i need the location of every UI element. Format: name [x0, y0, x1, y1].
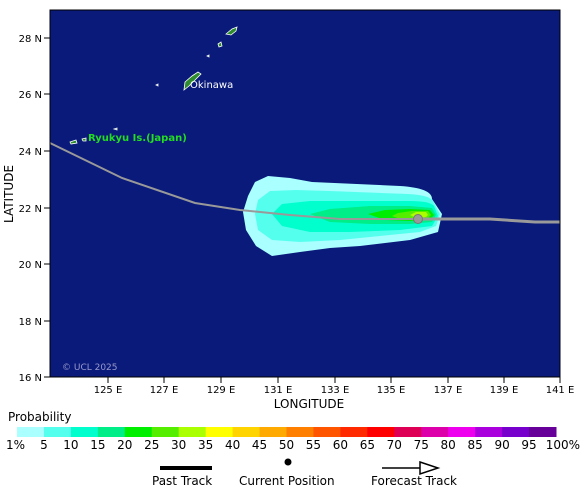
x-tick-label: 137 E [434, 385, 463, 396]
island-kumejima [155, 83, 159, 87]
x-tick-label: 129 E [207, 385, 236, 396]
probability-color-bar [17, 427, 557, 437]
color-bar-segment [124, 427, 153, 437]
x-tick-label: 131 E [264, 385, 293, 396]
forecast-track-symbol [382, 460, 441, 476]
x-tick-label: 133 E [321, 385, 350, 396]
okinawa-label: Okinawa [190, 80, 233, 91]
y-tick-label: 16 N [19, 373, 42, 384]
color-bar-label: 1% [6, 438, 25, 452]
color-bar-label: 45 [252, 438, 267, 452]
ryukyu-label: Ryukyu Is.(Japan) [88, 133, 187, 144]
color-bar-label: 85 [468, 438, 483, 452]
color-bar-label: 50 [279, 438, 294, 452]
x-tick-label: 141 E [546, 385, 575, 396]
color-bar-label: 5 [40, 438, 48, 452]
y-tick-label: 28 N [19, 34, 42, 45]
map-frame [49, 9, 561, 378]
color-bar-label: 100% [546, 438, 580, 452]
color-bar-segment [205, 427, 234, 437]
island-iriomote [69, 139, 78, 145]
legend-title: Probability [8, 410, 72, 424]
color-bar-label: 70 [387, 438, 402, 452]
color-bar-segment [70, 427, 99, 437]
island-okinoerabu [206, 54, 210, 58]
current-position-symbol [284, 458, 292, 466]
probability-color-bar-labels: 1% 5 10 15 20 25 30 35 40 45 50 55 60 65 70 75 80 85 90 95 1… [6, 438, 580, 452]
color-bar-segment [43, 427, 72, 437]
y-tick-label: 24 N [19, 147, 42, 158]
forecast-track-line [418, 217, 560, 224]
copyright-label: © UCL 2025 [62, 363, 118, 373]
island-amami [225, 26, 238, 36]
color-bar-label: 80 [441, 438, 456, 452]
color-bar-label: 40 [225, 438, 240, 452]
color-bar-segment [448, 427, 476, 437]
x-axis: 125 E 127 E 129 E 131 E 133 E 135 E 137 … [94, 377, 575, 396]
past-track-line [49, 142, 418, 220]
color-bar-label: 55 [306, 438, 321, 452]
x-tick-label: 135 E [377, 385, 406, 396]
color-bar-segment [340, 427, 368, 437]
y-tick-label: 26 N [19, 90, 42, 101]
current-position-marker [413, 214, 423, 224]
color-bar-label: 60 [333, 438, 348, 452]
color-bar-segment [394, 427, 422, 437]
color-bar-label: 95 [521, 438, 536, 452]
y-tick-label: 18 N [19, 317, 42, 328]
y-axis: 28 N 26 N 24 N 22 N 20 N 18 N 16 N [19, 34, 50, 384]
color-bar-segment [259, 427, 287, 437]
color-bar-segment [475, 427, 503, 437]
color-bar-segment [313, 427, 341, 437]
x-axis-title: LONGITUDE [274, 397, 344, 411]
color-bar-segment [421, 427, 449, 437]
ryukyu-islands [69, 26, 238, 145]
color-bar-label: 20 [117, 438, 132, 452]
color-bar-segment [286, 427, 314, 437]
x-tick-label: 125 E [94, 385, 123, 396]
color-bar-segment [178, 427, 207, 437]
color-bar-label: 90 [494, 438, 509, 452]
color-bar-segment [529, 427, 557, 437]
y-axis-title: LATITUDE [2, 165, 16, 223]
past-track-label: Past Track [152, 474, 213, 488]
color-bar-label: 10 [63, 438, 78, 452]
y-tick-label: 20 N [19, 260, 42, 271]
island-tokunoshima [217, 41, 223, 48]
color-bar-label: 15 [90, 438, 105, 452]
y-tick-label: 22 N [19, 204, 42, 215]
forecast-track-label: Forecast Track [371, 474, 457, 488]
color-bar-segment [17, 427, 45, 437]
color-bar-label: 25 [144, 438, 159, 452]
color-bar-label: 75 [414, 438, 429, 452]
color-bar-segment [367, 427, 395, 437]
x-tick-label: 127 E [150, 385, 179, 396]
current-position-label: Current Position [239, 474, 335, 488]
island-miyako [112, 127, 118, 131]
color-bar-segment [502, 427, 530, 437]
island-ishigaki [81, 137, 87, 142]
color-bar-label: 30 [171, 438, 186, 452]
color-bar-segment [97, 427, 126, 437]
color-bar-label: 65 [360, 438, 375, 452]
x-tick-label: 139 E [490, 385, 519, 396]
island-okinawa [183, 71, 202, 91]
color-bar-label: 35 [198, 438, 213, 452]
color-bar-segment [151, 427, 180, 437]
color-bar-segment [232, 427, 261, 437]
